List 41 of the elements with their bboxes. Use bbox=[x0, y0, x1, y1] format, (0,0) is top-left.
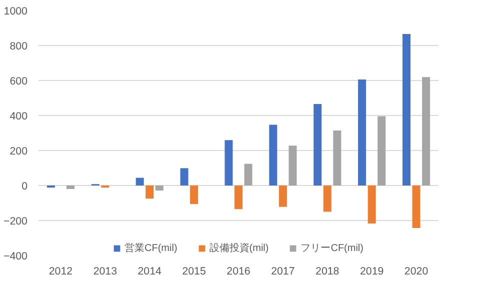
bar bbox=[155, 186, 164, 191]
bar bbox=[66, 186, 74, 189]
legend-label: フリーCF(mil) bbox=[300, 242, 364, 255]
x-tick-label: 2017 bbox=[271, 266, 295, 278]
x-tick-label: 2020 bbox=[404, 266, 428, 278]
legend-label: 設備投資(mil) bbox=[209, 242, 269, 255]
x-tick-label: 2012 bbox=[48, 266, 73, 278]
y-tick-label: 0 bbox=[22, 180, 28, 192]
bar bbox=[378, 116, 386, 186]
bar bbox=[314, 104, 322, 186]
bar bbox=[180, 168, 188, 186]
y-tick-label: −400 bbox=[3, 250, 28, 262]
bar bbox=[136, 178, 144, 186]
legend-label: 営業CF(mil) bbox=[124, 242, 178, 255]
bar bbox=[234, 186, 242, 210]
y-tick-label: 800 bbox=[10, 40, 28, 52]
bar bbox=[358, 79, 366, 186]
bar bbox=[278, 186, 287, 207]
bar bbox=[323, 186, 332, 212]
bar bbox=[244, 164, 252, 186]
x-tick-label: 2015 bbox=[182, 266, 206, 278]
bar bbox=[333, 130, 342, 186]
x-tick-label: 2016 bbox=[226, 266, 250, 278]
bar bbox=[224, 140, 233, 186]
bar bbox=[288, 146, 297, 186]
x-tick-label: 2019 bbox=[360, 266, 384, 278]
y-tick-label: 600 bbox=[10, 76, 28, 88]
bar bbox=[368, 186, 376, 224]
bar bbox=[402, 34, 410, 186]
x-tick-label: 2014 bbox=[138, 266, 162, 278]
y-tick-label: 200 bbox=[10, 146, 28, 158]
bar bbox=[412, 186, 420, 228]
bar bbox=[146, 186, 154, 199]
bar bbox=[190, 186, 198, 204]
y-tick-label: 400 bbox=[10, 110, 28, 122]
x-tick-label: 2013 bbox=[93, 266, 118, 278]
y-tick-label: −200 bbox=[3, 216, 28, 228]
bar bbox=[269, 124, 278, 186]
bar bbox=[422, 77, 430, 186]
y-tick-label: 1000 bbox=[4, 6, 28, 18]
x-tick-label: 2018 bbox=[316, 266, 340, 278]
